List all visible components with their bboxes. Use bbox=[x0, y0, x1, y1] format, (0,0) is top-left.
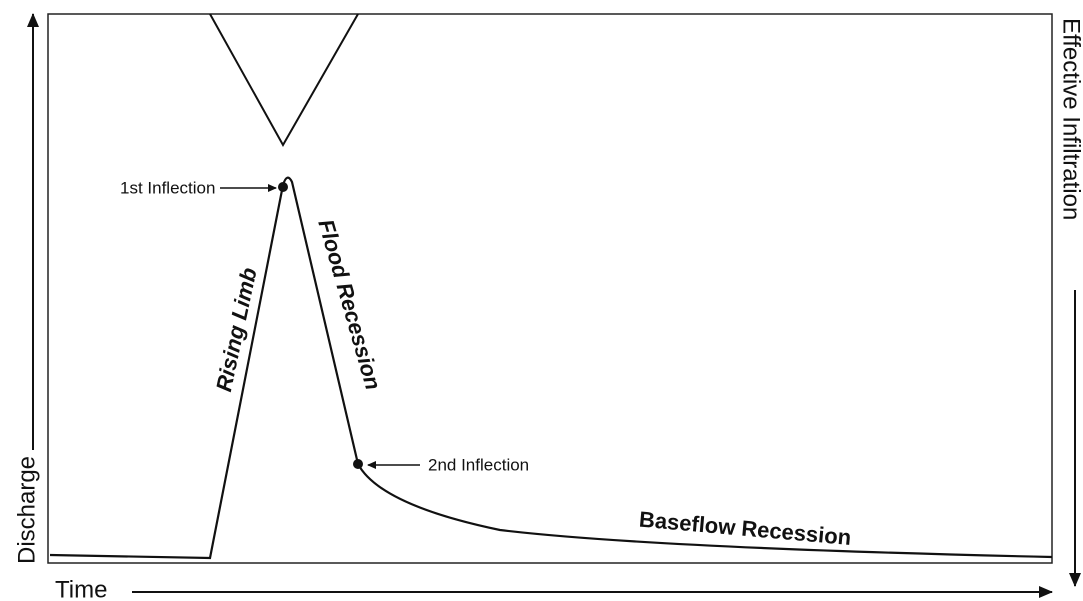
x-axis-label: Time bbox=[55, 576, 107, 601]
second-inflection-point bbox=[353, 459, 363, 469]
plot-frame bbox=[47, 13, 1053, 564]
annotation: 1st Inflection bbox=[120, 178, 215, 197]
y-axis-label: Discharge bbox=[13, 456, 40, 564]
annotation: 2nd Inflection bbox=[428, 455, 529, 474]
hydrograph-curve bbox=[49, 176, 1053, 560]
annotation: Flood Recession bbox=[313, 216, 386, 392]
infiltration-triangle bbox=[209, 13, 359, 148]
first-inflection-point bbox=[278, 182, 288, 192]
y2-axis-label: Effective Infiltration bbox=[1058, 18, 1083, 220]
